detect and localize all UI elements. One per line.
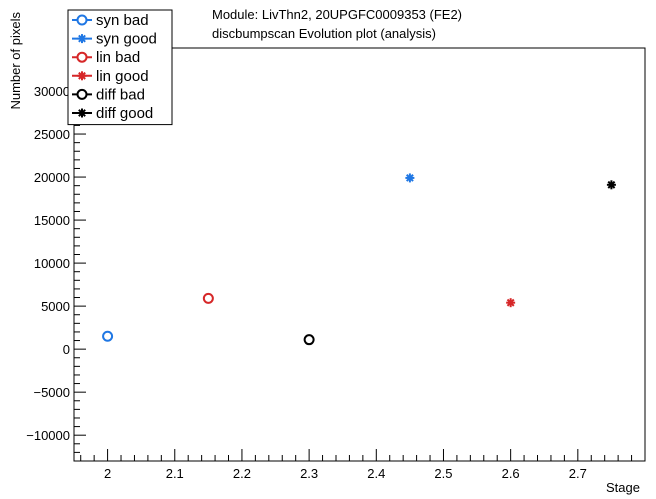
y-axis-title: Number of pixels <box>8 12 23 110</box>
legend-label: diff good <box>96 105 153 122</box>
y-tick-label: 5000 <box>41 299 70 314</box>
y-axis-ticks: −10000 −5000 0 5000 10000 15000 20000 25000 3000… <box>26 47 86 453</box>
legend-label: diff bad <box>96 86 145 103</box>
legend-entry: diff bad <box>72 86 145 103</box>
x-tick-label: 2.7 <box>569 466 587 481</box>
y-tick-label: 20000 <box>34 170 70 185</box>
y-tick-label: 15000 <box>34 213 70 228</box>
marker-core <box>79 73 85 79</box>
legend-marker <box>76 14 88 26</box>
y-tick-label: 10000 <box>34 256 70 271</box>
legend-entry: diff good <box>72 105 153 122</box>
diff-good-point <box>606 180 616 190</box>
data-points <box>102 173 616 346</box>
diff-bad-point <box>303 334 315 346</box>
x-axis-title: Stage <box>606 480 640 495</box>
x-tick-label: 2.1 <box>166 466 184 481</box>
legend-entry: lin good <box>72 68 149 85</box>
legend-entry: syn good <box>72 31 157 48</box>
marker-core <box>608 182 614 188</box>
chart-title: Module: LivThn2, 20UPGFC0009353 (FE2) <box>212 7 462 22</box>
legend-label: lin bad <box>96 49 140 66</box>
x-tick-label: 2.6 <box>502 466 520 481</box>
syn-bad-point <box>102 330 114 342</box>
syn-good-point <box>405 173 415 183</box>
lin-bad-point <box>202 292 214 304</box>
x-tick-label: 2.5 <box>434 466 452 481</box>
x-tick-label: 2 <box>104 466 111 481</box>
legend-label: syn bad <box>96 12 149 29</box>
legend-marker <box>77 108 87 118</box>
y-tick-label: 0 <box>63 342 70 357</box>
marker-core <box>508 300 514 306</box>
legend-label: lin good <box>96 68 149 85</box>
marker-core <box>79 110 85 116</box>
y-tick-label: −10000 <box>26 428 70 443</box>
marker-core <box>407 175 413 181</box>
legend-box <box>67 9 173 126</box>
marker-core <box>79 36 85 42</box>
legend-marker <box>76 88 88 100</box>
legend-marker <box>76 51 88 63</box>
legend-entry: lin bad <box>72 49 140 66</box>
x-tick-label: 2.3 <box>300 466 318 481</box>
legend-entry: syn bad <box>72 12 149 29</box>
x-tick-label: 2.4 <box>367 466 385 481</box>
title-group: Module: LivThn2, 20UPGFC0009353 (FE2) di… <box>212 7 462 41</box>
y-tick-label: −5000 <box>33 385 70 400</box>
legend-marker <box>77 34 87 44</box>
x-axis-ticks: 2 2.1 2.2 2.3 2.4 2.5 2.6 2.7 <box>80 449 646 481</box>
y-tick-label: 30000 <box>34 84 70 99</box>
x-tick-label: 2.2 <box>233 466 251 481</box>
legend-label: syn good <box>96 31 157 48</box>
lin-good-point <box>506 298 516 308</box>
chart-subtitle: discbumpscan Evolution plot (analysis) <box>212 26 436 41</box>
legend-marker <box>77 71 87 81</box>
y-tick-label: 25000 <box>34 127 70 142</box>
